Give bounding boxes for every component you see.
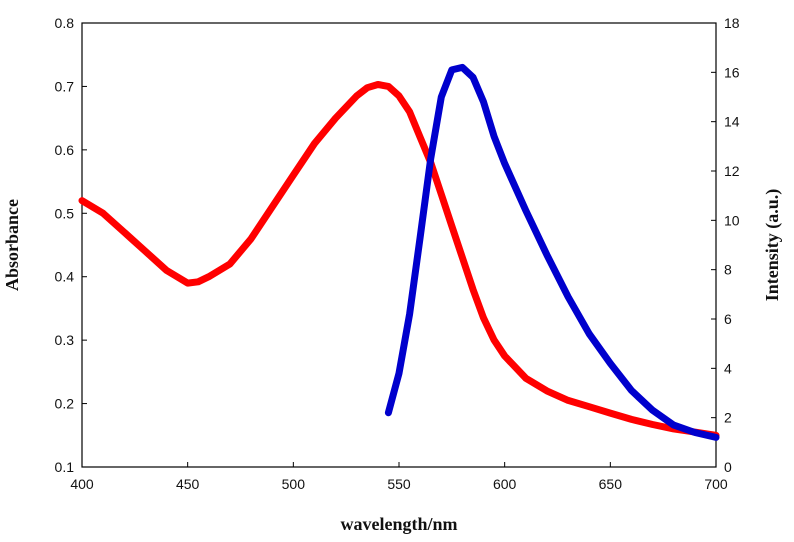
right-y-axis-tick-label: 10: [724, 212, 740, 228]
right-y-axis-ticks: 0 2 4 6 8 10 12 14 16 18: [711, 15, 740, 475]
intensity-series-line: [384, 63, 720, 441]
right-y-axis-tick-label: 14: [724, 114, 740, 130]
x-axis-tick-label: 400: [70, 476, 94, 492]
series-layer: [78, 63, 720, 441]
left-y-axis-tick-label: 0.2: [55, 396, 75, 412]
right-y-axis-tick-label: 2: [724, 410, 732, 426]
right-y-axis-tick-label: 8: [724, 262, 732, 278]
left-y-axis-tick-label: 0.6: [55, 142, 75, 158]
x-axis-tick-label: 650: [599, 476, 623, 492]
left-y-axis-tick-label: 0.5: [55, 205, 75, 221]
left-y-axis-tick-label: 0.3: [55, 332, 75, 348]
x-axis-tick-label: 550: [387, 476, 411, 492]
left-y-axis-tick-label: 0.8: [55, 15, 75, 31]
right-y-axis-tick-label: 6: [724, 311, 732, 327]
x-axis-tick-label: 450: [176, 476, 200, 492]
x-axis-tick-label: 600: [493, 476, 517, 492]
x-axis-title: wavelength/nm: [341, 514, 458, 534]
right-y-axis-tick-label: 18: [724, 15, 740, 31]
right-y-axis-tick-label: 12: [724, 163, 740, 179]
left-y-axis-tick-label: 0.1: [55, 459, 75, 475]
left-y-axis-title: Absorbance: [2, 199, 22, 291]
left-y-axis-ticks: 0.1 0.2 0.3 0.4 0.5 0.6 0.7 0.8: [55, 15, 87, 475]
left-y-axis-tick-label: 0.7: [55, 78, 75, 94]
x-axis-tick-label: 700: [704, 476, 728, 492]
x-axis-tick-label: 500: [282, 476, 306, 492]
right-y-axis-title: Intensity (a.u.): [762, 189, 783, 302]
right-y-axis-tick-label: 16: [724, 64, 740, 80]
plot-frame: [81, 22, 717, 468]
absorbance-series-line: [78, 81, 720, 439]
x-axis-ticks: 400 450 500 550 600 650 700: [70, 462, 728, 492]
right-y-axis-tick-label: 0: [724, 459, 732, 475]
right-y-axis-tick-label: 4: [724, 360, 732, 376]
left-y-axis-tick-label: 0.4: [55, 269, 75, 285]
